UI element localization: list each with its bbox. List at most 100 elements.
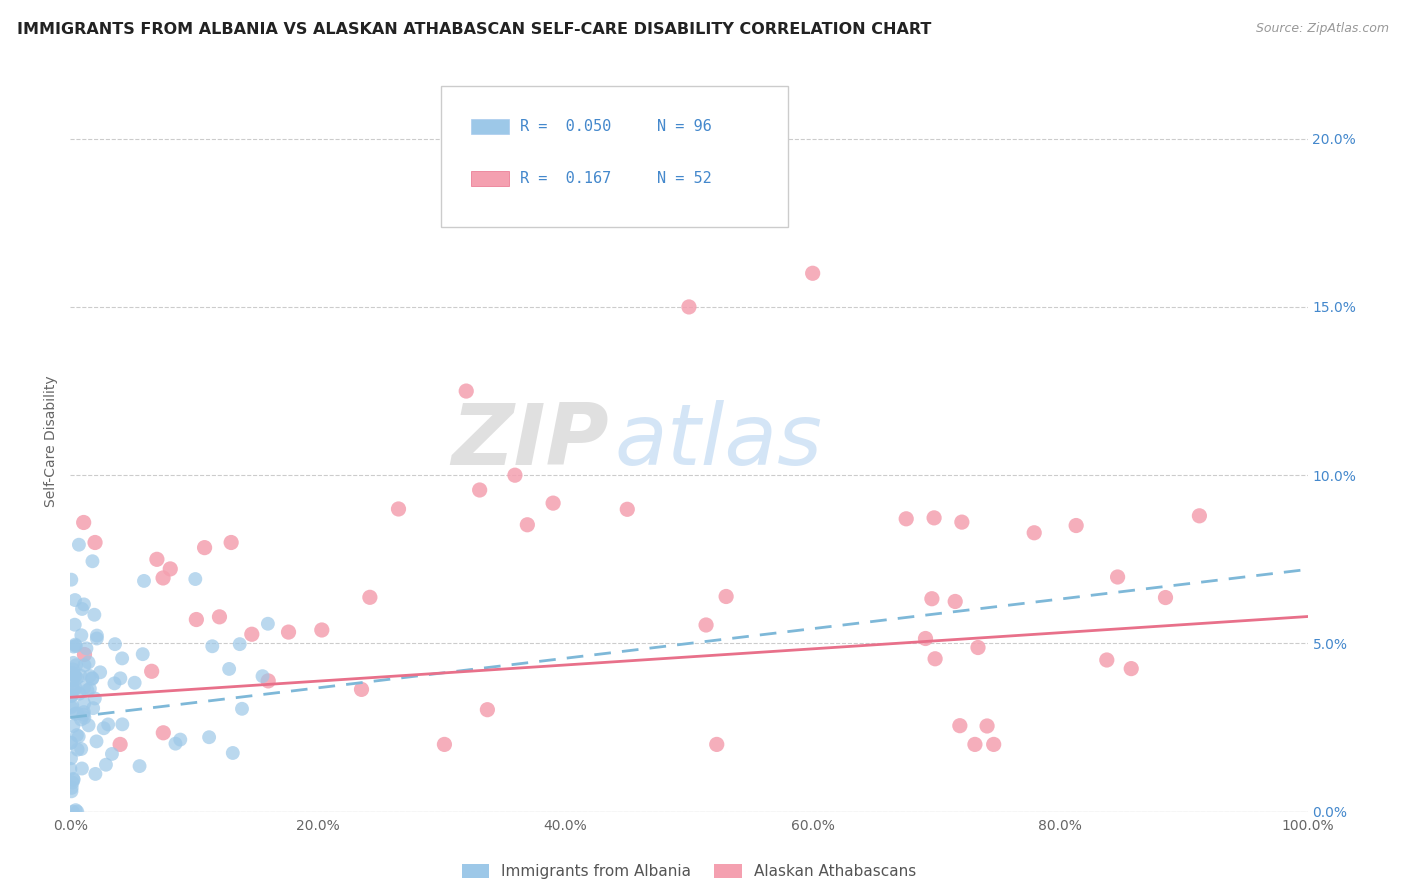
Point	[60, 665, 83, 680]
Point	[801, 266, 824, 280]
Point	[108, 738, 131, 752]
Point	[66, 671, 89, 685]
Point	[924, 652, 946, 666]
Point	[1095, 653, 1118, 667]
Point	[97, 717, 120, 731]
Point	[311, 623, 333, 637]
Point	[62, 681, 84, 696]
Point	[714, 590, 737, 604]
Point	[70, 742, 93, 756]
Point	[82, 671, 104, 685]
Point	[73, 598, 96, 612]
Point	[66, 742, 89, 756]
Point	[60, 689, 83, 703]
Point	[60, 735, 83, 749]
Point	[82, 672, 104, 686]
Point	[921, 591, 943, 606]
Point	[198, 730, 221, 744]
Point	[59, 736, 82, 750]
Point	[65, 681, 87, 695]
Text: atlas: atlas	[614, 400, 823, 483]
Point	[75, 641, 97, 656]
Point	[67, 730, 90, 744]
Point	[77, 718, 100, 732]
Point	[967, 640, 990, 655]
Text: Source: ZipAtlas.com: Source: ZipAtlas.com	[1256, 22, 1389, 36]
Point	[128, 759, 150, 773]
Point	[62, 682, 84, 697]
Point	[184, 572, 207, 586]
Point	[111, 717, 134, 731]
Point	[82, 554, 104, 568]
Point	[124, 675, 146, 690]
Point	[73, 658, 96, 673]
Point	[359, 591, 381, 605]
Point	[66, 728, 89, 742]
Point	[79, 681, 101, 696]
Point	[65, 658, 87, 673]
Point	[73, 516, 96, 530]
FancyBboxPatch shape	[441, 87, 787, 227]
Point	[503, 468, 526, 483]
Point	[82, 701, 104, 715]
Point	[60, 673, 83, 687]
Point	[257, 673, 280, 688]
Point	[65, 803, 87, 817]
Point	[66, 805, 89, 819]
Point	[70, 602, 93, 616]
Point	[240, 627, 263, 641]
Point	[63, 638, 86, 652]
Y-axis label: Self-Care Disability: Self-Care Disability	[45, 376, 59, 508]
Point	[218, 662, 240, 676]
Point	[152, 726, 174, 740]
Point	[84, 767, 107, 781]
Point	[132, 647, 155, 661]
Point	[83, 607, 105, 622]
Point	[193, 541, 215, 555]
Point	[541, 496, 564, 510]
Point	[219, 535, 242, 549]
Point	[616, 502, 638, 516]
Point	[59, 762, 82, 776]
Point	[201, 640, 224, 654]
Point	[84, 535, 107, 549]
Point	[922, 511, 945, 525]
Point	[66, 706, 89, 721]
Point	[73, 711, 96, 725]
Point	[62, 673, 84, 688]
FancyBboxPatch shape	[471, 120, 509, 135]
Point	[63, 667, 86, 681]
Point	[1188, 508, 1211, 523]
Point	[60, 780, 83, 795]
Point	[94, 757, 117, 772]
Point	[111, 651, 134, 665]
Point	[208, 610, 231, 624]
Point	[70, 762, 93, 776]
Point	[477, 703, 499, 717]
Text: N = 96: N = 96	[657, 120, 711, 135]
Point	[62, 775, 84, 789]
Point	[104, 637, 127, 651]
Point	[456, 384, 478, 398]
Point	[159, 562, 181, 576]
Point	[59, 689, 82, 703]
Point	[110, 671, 132, 685]
Point	[695, 618, 717, 632]
Point	[73, 697, 96, 711]
Point	[433, 738, 456, 752]
Point	[231, 702, 253, 716]
Point	[63, 617, 86, 632]
Point	[67, 687, 90, 701]
Point	[86, 734, 108, 748]
Point	[277, 625, 299, 640]
Point	[73, 648, 96, 662]
Point	[101, 747, 124, 761]
Point	[62, 663, 84, 677]
Point	[186, 613, 208, 627]
Point	[62, 772, 84, 787]
FancyBboxPatch shape	[471, 171, 509, 186]
Point	[62, 640, 84, 654]
Point	[949, 719, 972, 733]
Point	[914, 632, 936, 646]
Point	[72, 707, 94, 722]
